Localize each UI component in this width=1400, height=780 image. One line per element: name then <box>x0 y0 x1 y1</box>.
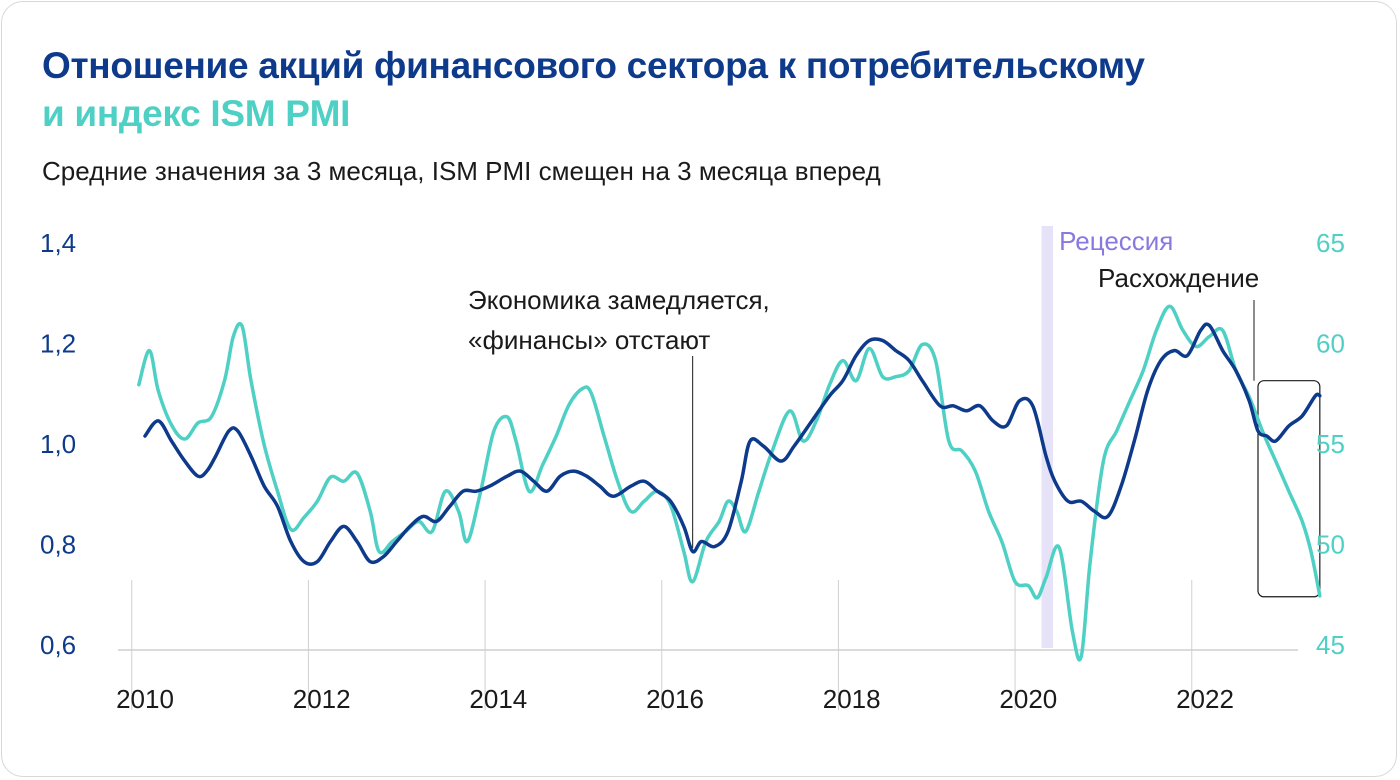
x-tick-label: 2022 <box>1176 684 1234 714</box>
y-left-tick-label: 1,4 <box>40 228 76 258</box>
y-left-tick-label: 0,6 <box>40 630 76 660</box>
chart-subtitle: Средние значения за 3 месяца, ISM PMI см… <box>42 156 881 186</box>
x-tick-label: 2020 <box>999 684 1057 714</box>
y-right-tick-label: 55 <box>1316 429 1345 459</box>
recession-band <box>1041 226 1054 648</box>
y-left-tick-label: 0,8 <box>40 530 76 560</box>
series-line-ratio <box>143 322 1322 566</box>
y-left-tick-label: 1,0 <box>40 429 76 459</box>
y-right-tick-label: 60 <box>1316 329 1345 359</box>
annotation-divergence: Расхождение <box>1098 263 1259 293</box>
divergence-box <box>1257 380 1321 598</box>
y-left-tick-label: 1,2 <box>40 329 76 359</box>
x-tick-label: 2012 <box>293 684 351 714</box>
y-right-tick-label: 50 <box>1316 530 1345 560</box>
y-right-tick-label: 65 <box>1316 228 1345 258</box>
title-line-2: и индекс ISM PMI <box>42 93 351 134</box>
recession-label: Рецессия <box>1059 226 1173 256</box>
x-tick-label: 2014 <box>469 684 527 714</box>
title-line-1: Отношение акций финансового сектора к по… <box>42 45 1145 86</box>
annotation-slowdown-line1: Экономика замедляется, <box>468 285 770 315</box>
series-line-pmi <box>137 304 1322 662</box>
x-tick-label: 2018 <box>823 684 881 714</box>
chart-title: Отношение акций финансового сектора к по… <box>42 42 1145 138</box>
annotation-slowdown-line2: «финансы» отстают <box>468 325 710 355</box>
y-right-tick-label: 45 <box>1316 630 1345 660</box>
x-tick-label: 2010 <box>116 684 174 714</box>
x-tick-label: 2016 <box>646 684 704 714</box>
